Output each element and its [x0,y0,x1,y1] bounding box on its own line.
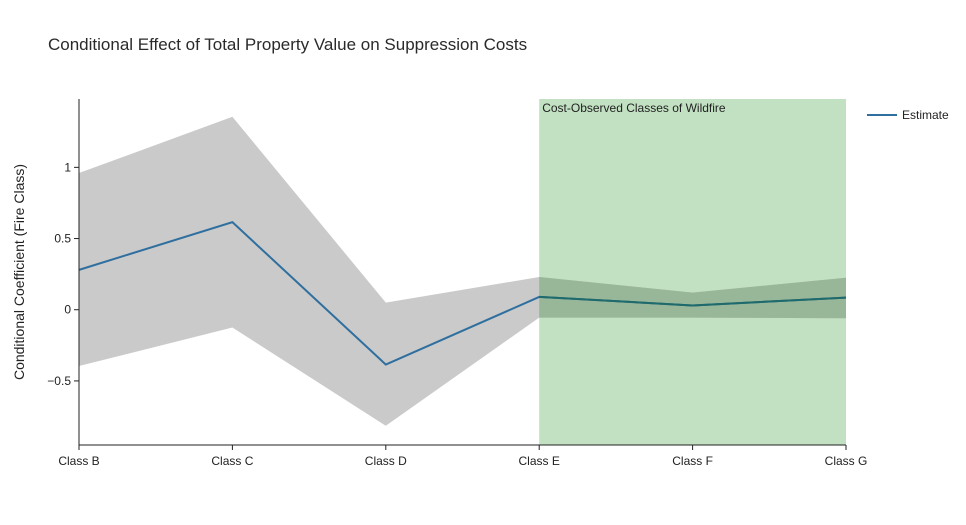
x-tick-label: Class E [519,454,560,468]
x-tick-label: Class B [58,454,99,468]
y-axis-title: Conditional Coefficient (Fire Class) [11,164,27,380]
x-tick-label: Class F [672,454,713,468]
y-tick-label: −0.5 [47,374,71,388]
series-line-estimate-highlight [539,295,846,307]
y-tick-label: 0.5 [54,232,71,246]
legend-label-estimate: Estimate [902,108,949,122]
plot-area: −0.5 0 0.5 1 Class B Class C Class D Class E Cla… [47,99,867,468]
y-tick-label: 0 [64,303,71,317]
highlight-label: Cost-Observed Classes of Wildfire [542,101,726,115]
x-tick-label: Class C [211,454,253,468]
x-tick-label: Class D [365,454,407,468]
x-tick-label: Class G [825,454,868,468]
highlight-region [539,99,846,445]
chart-title: Conditional Effect of Total Property Val… [48,35,527,54]
legend: Estimate [867,108,949,122]
confidence-band-highlight-overlap [539,276,846,319]
confidence-band [79,116,846,426]
y-tick-label: 1 [64,160,71,174]
